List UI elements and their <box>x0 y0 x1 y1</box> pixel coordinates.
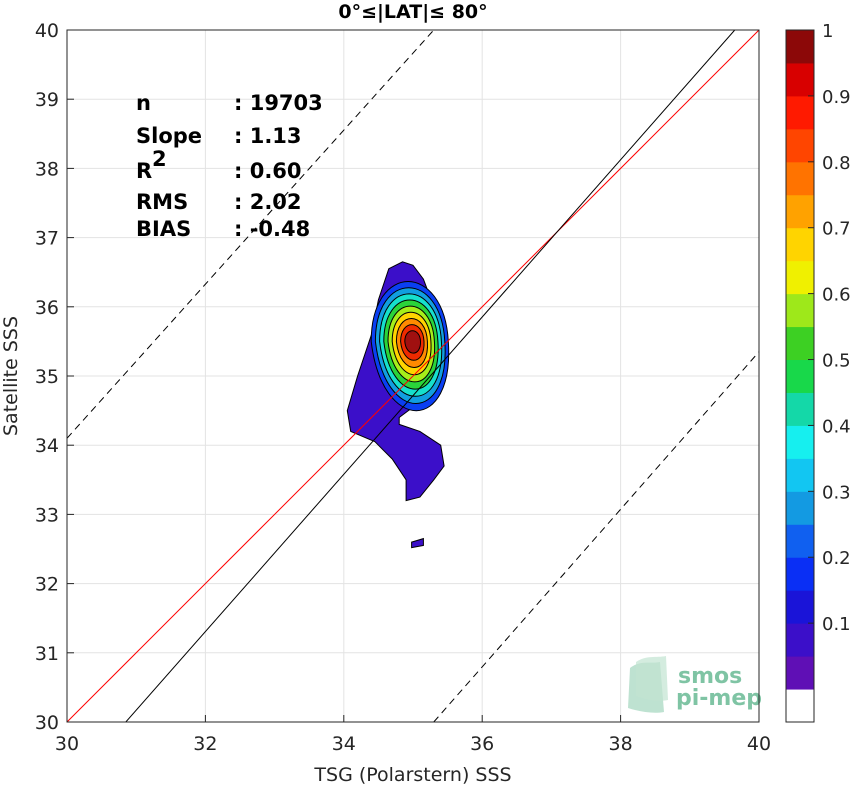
colorbar-segment <box>786 491 814 525</box>
stat-label: RMS <box>136 190 188 214</box>
line-upper-bound <box>67 30 435 439</box>
logo-text-smos: smos <box>678 664 742 689</box>
y-tick-label: 38 <box>35 158 59 180</box>
colorbar-tick-label: 0.2 <box>822 548 851 569</box>
x-axis-label: TSG (Polarstern) SSS <box>313 764 511 786</box>
x-axis-ticks: 30 32 34 36 38 40 <box>55 715 771 755</box>
colorbar-segment <box>786 689 814 723</box>
colorbar-tick-label: 0.1 <box>822 614 851 635</box>
colorbar-segment <box>786 293 814 328</box>
colorbar-segment <box>786 227 814 262</box>
colorbar-segment <box>786 62 814 97</box>
colorbar-tick-label: 0.9 <box>822 87 851 108</box>
colorbar-segment <box>786 392 814 426</box>
chart-title: 0°≤|LAT|≤ 80° <box>338 1 487 23</box>
colorbar-segment <box>786 95 814 130</box>
y-tick-label: 30 <box>35 712 59 734</box>
density-contour-level <box>404 330 422 354</box>
y-tick-label: 31 <box>35 643 59 665</box>
colorbar-tick-label: 0.7 <box>822 219 851 240</box>
reference-lines <box>67 30 759 722</box>
y-tick-label: 34 <box>35 435 59 457</box>
colorbar-segment <box>786 194 814 229</box>
density-contour-island <box>411 537 424 549</box>
colorbar-tick-label: 0.8 <box>822 153 851 174</box>
smos-pi-mep-logo: smos pi-mep <box>628 656 762 713</box>
colorbar-tick-label: 0.6 <box>822 285 851 306</box>
stat-label: R <box>136 159 152 183</box>
line-one-to-one <box>67 30 759 722</box>
x-tick-label: 30 <box>55 733 79 755</box>
colorbar-segment <box>786 425 814 459</box>
y-tick-label: 36 <box>35 297 59 319</box>
stat-value: : 0.60 <box>234 159 302 183</box>
stat-value: : 19703 <box>234 91 323 115</box>
x-tick-label: 34 <box>332 733 356 755</box>
colorbar-segment <box>786 128 814 163</box>
colorbar-tick-label: 0.4 <box>822 416 851 437</box>
y-tick-label: 37 <box>35 228 59 250</box>
line-regression <box>125 30 736 722</box>
statistics-box: n : 19703 Slope : 1.13 R 2 : 0.60 RMS : 2.02 BIAS… <box>136 91 323 241</box>
colorbar-segment <box>786 557 814 591</box>
colorbar-tick-label: 1 <box>822 21 833 42</box>
x-tick-label: 38 <box>609 733 633 755</box>
y-tick-label: 40 <box>35 20 59 42</box>
colorbar-segment <box>786 326 814 361</box>
y-tick-label: 35 <box>35 366 59 388</box>
stat-value: : -0.48 <box>234 217 310 241</box>
colorbar-segment <box>786 161 814 196</box>
colorbar-tick-label: 0.3 <box>822 482 851 503</box>
y-tick-label: 33 <box>35 504 59 526</box>
stat-superscript: 2 <box>152 147 167 171</box>
stat-label: Slope <box>136 124 202 148</box>
line-lower-bound <box>433 351 759 722</box>
density-contours <box>346 261 450 549</box>
y-tick-label: 32 <box>35 574 59 596</box>
logo-text-pi-mep: pi-mep <box>676 686 762 711</box>
colorbar-frame <box>785 29 815 723</box>
x-tick-label: 32 <box>193 733 217 755</box>
x-tick-label: 36 <box>470 733 494 755</box>
colorbar-segment <box>786 260 814 295</box>
y-axis-label: Satellite SSS <box>0 316 22 436</box>
colorbar-segment <box>786 623 814 657</box>
colorbar-segment <box>786 524 814 558</box>
colorbar: 0.1 0.2 0.3 0.4 0.5 0.6 0.7 0.8 0.9 1 <box>785 21 851 723</box>
colorbar-segment <box>786 30 814 64</box>
logo-wave-icon-back <box>636 656 668 701</box>
colorbar-segment <box>786 359 814 393</box>
stat-value: : 2.02 <box>234 190 302 214</box>
colorbar-segment <box>786 590 814 624</box>
x-tick-label: 40 <box>747 733 771 755</box>
stat-value: : 1.13 <box>234 124 302 148</box>
colorbar-tick-label: 0.5 <box>822 351 851 372</box>
y-tick-label: 39 <box>35 89 59 111</box>
stat-label: n <box>136 91 151 115</box>
colorbar-segment <box>786 656 814 690</box>
stat-label: BIAS <box>136 217 191 241</box>
y-axis-ticks: 30 31 32 33 34 35 36 37 38 39 40 <box>35 20 74 734</box>
colorbar-segment <box>786 458 814 492</box>
